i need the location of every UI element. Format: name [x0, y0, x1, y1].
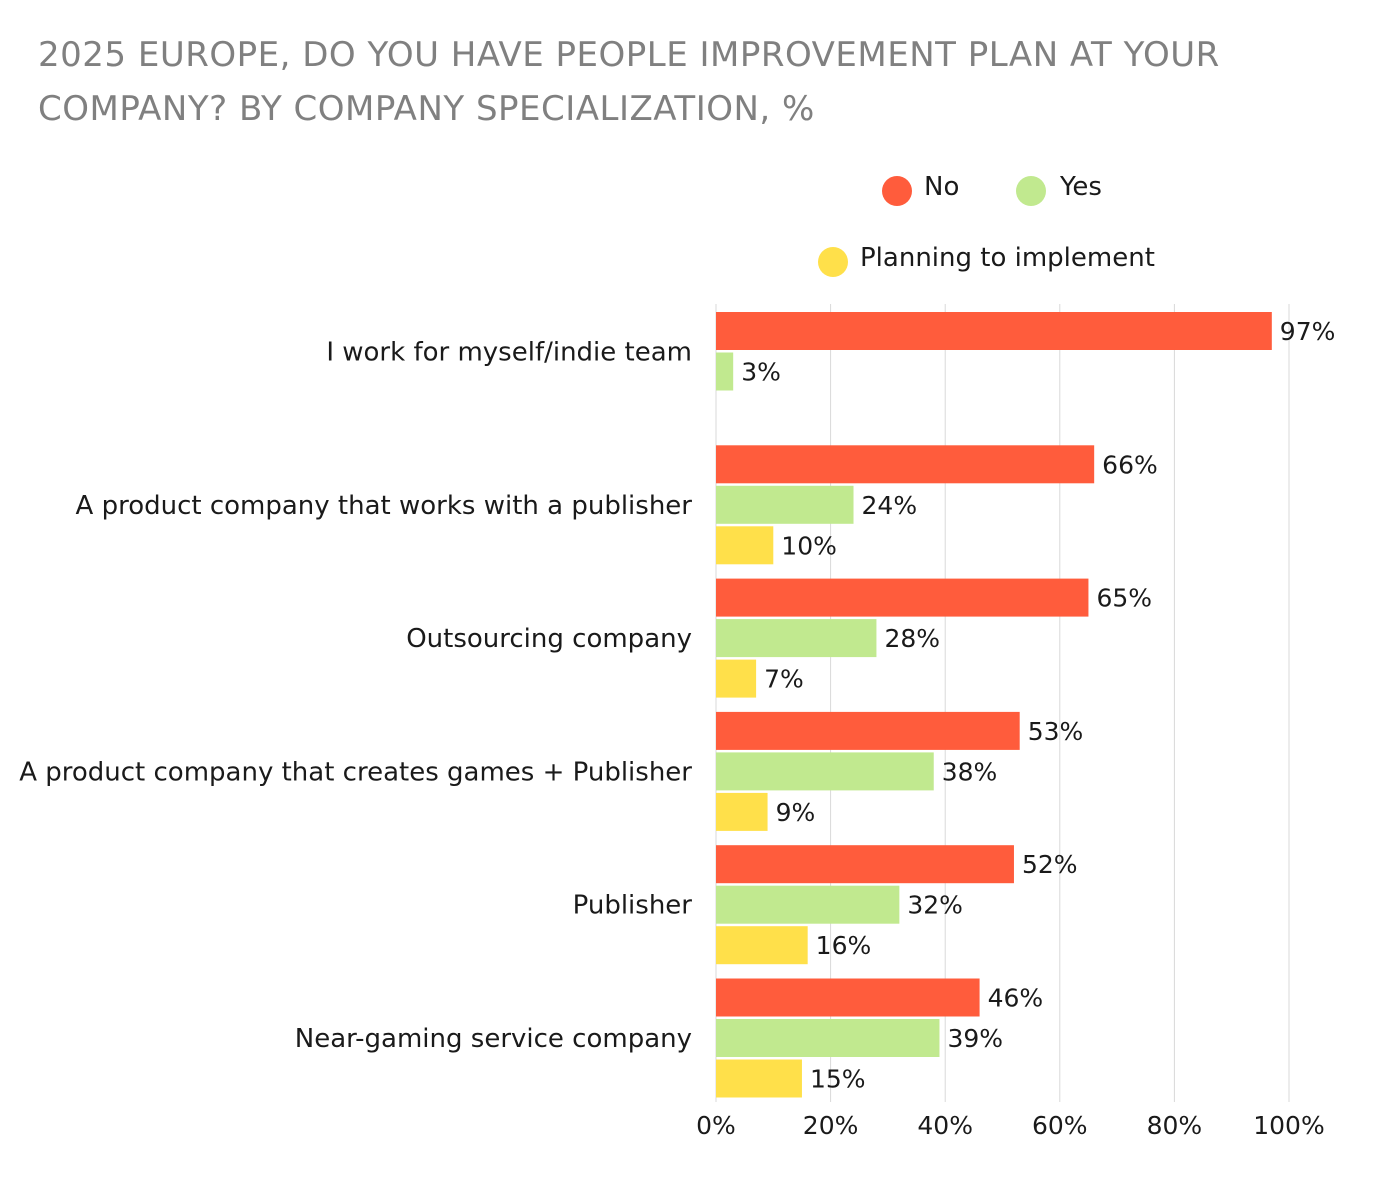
data-label-no-publisher: 52% [1022, 850, 1078, 879]
x-tick-label-40: 40% [917, 1111, 973, 1140]
bar-no-i-work-for-myself-indie-team [716, 312, 1272, 350]
bar-planning-to-implement-a-product-company-that-works-with-a-publisher [716, 526, 774, 565]
bar-planning-to-implement-near-gaming-service-company [716, 1059, 802, 1098]
bar-planning-to-implement-outsourcing-company [716, 659, 757, 698]
data-label-yes-a-product-company-that-works-with-a-publisher: 24% [862, 491, 918, 520]
x-tick-label-60: 60% [1032, 1111, 1088, 1140]
x-tick-label-100: 100% [1253, 1111, 1324, 1140]
bar-no-outsourcing-company [716, 578, 1089, 617]
category-label-a-product-company-that-works-with-a-publisher: A product company that works with a publ… [76, 491, 693, 521]
bar-planning-to-implement-a-product-company-that-creates-games-publisher [716, 792, 768, 831]
bar-yes-a-product-company-that-creates-games-publisher [716, 752, 934, 791]
data-label-planning-to-implement-a-product-company-that-works-with-a-publisher: 10% [781, 531, 837, 560]
data-label-planning-to-implement-outsourcing-company: 7% [764, 665, 804, 694]
data-label-no-a-product-company-that-creates-games-publisher: 53% [1028, 717, 1084, 746]
bar-planning-to-implement-publisher [716, 926, 808, 965]
category-label-a-product-company-that-creates-games-publisher: A product company that creates games + P… [19, 757, 692, 787]
data-label-yes-i-work-for-myself-indie-team: 3% [741, 358, 781, 387]
legend-planning-label: Planning to implement [860, 243, 1155, 273]
data-label-yes-outsourcing-company: 28% [884, 624, 940, 653]
x-tick-label-80: 80% [1147, 1111, 1203, 1140]
data-label-no-a-product-company-that-works-with-a-publisher: 66% [1102, 450, 1158, 479]
legend-planning-dot [818, 247, 848, 277]
data-label-no-near-gaming-service-company: 46% [988, 984, 1044, 1013]
data-label-no-outsourcing-company: 65% [1096, 584, 1152, 613]
legend-no-dot [882, 176, 912, 206]
legend-yes-dot [1016, 176, 1046, 206]
data-label-no-i-work-for-myself-indie-team: 97% [1280, 317, 1336, 346]
bar-yes-near-gaming-service-company [716, 1019, 940, 1057]
bar-no-a-product-company-that-creates-games-publisher [716, 711, 1020, 750]
bar-yes-i-work-for-myself-indie-team [716, 352, 734, 391]
data-label-yes-a-product-company-that-creates-games-publisher: 38% [942, 757, 998, 786]
chart-title: 2025 EUROPE, DO YOU HAVE PEOPLE IMPROVEM… [38, 35, 1220, 129]
category-label-near-gaming-service-company: Near-gaming service company [295, 1024, 692, 1054]
bar-yes-a-product-company-that-works-with-a-publisher [716, 485, 854, 524]
bar-yes-outsourcing-company [716, 619, 877, 658]
bar-no-publisher [716, 845, 1014, 884]
x-tick-label-0: 0% [696, 1111, 736, 1140]
legend-no-label: No [924, 172, 960, 202]
category-label-outsourcing-company: Outsourcing company [406, 624, 692, 654]
bar-yes-publisher [716, 885, 900, 924]
data-label-yes-publisher: 32% [907, 891, 963, 920]
category-label-i-work-for-myself-indie-team: I work for myself/indie team [326, 337, 692, 367]
category-label-publisher: Publisher [573, 891, 693, 921]
data-label-planning-to-implement-near-gaming-service-company: 15% [810, 1065, 866, 1094]
bar-no-near-gaming-service-company [716, 978, 980, 1017]
data-label-planning-to-implement-publisher: 16% [816, 931, 872, 960]
x-tick-label-20: 20% [803, 1111, 859, 1140]
legend-yes-label: Yes [1060, 172, 1102, 202]
data-label-yes-near-gaming-service-company: 39% [947, 1024, 1003, 1053]
bar-no-a-product-company-that-works-with-a-publisher [716, 445, 1095, 484]
data-label-planning-to-implement-a-product-company-that-creates-games-publisher: 9% [776, 798, 816, 827]
